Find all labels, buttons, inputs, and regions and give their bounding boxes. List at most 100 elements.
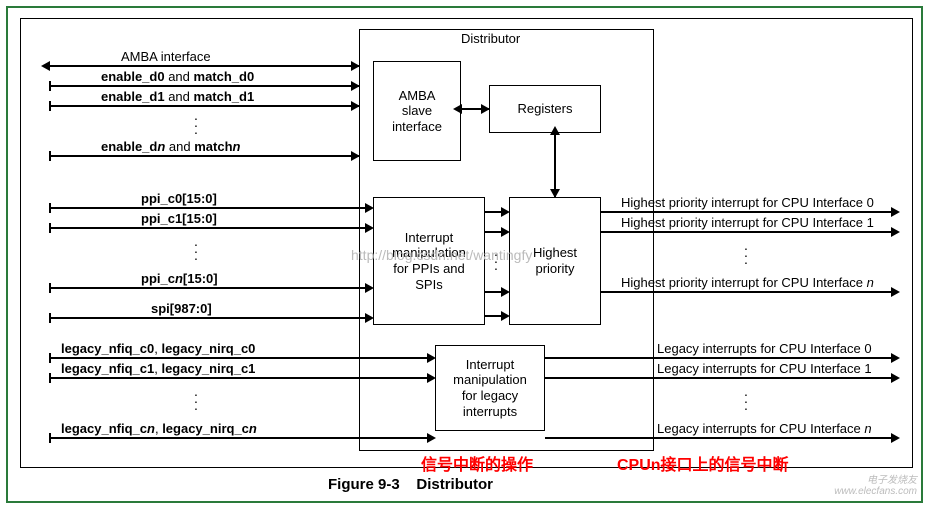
sig-end1-label: enable_d1 and match_d1 <box>101 89 254 104</box>
sig-endn-line <box>49 155 359 157</box>
sig-end1-post: match_d1 <box>194 89 255 104</box>
sig-ppicn-label: ppi_cn[15:0] <box>141 271 218 286</box>
sig-legcn-tick <box>49 433 51 443</box>
sig-endn-n2: n <box>233 139 241 154</box>
sig-hp1-arr-icon <box>891 227 900 237</box>
sig-end1-line <box>49 105 359 107</box>
sig-end0-pre: enable_d0 <box>101 69 165 84</box>
dots-enable: ··· <box>191 115 201 136</box>
sig-legcn-bpre: legacy_nirq_c <box>162 421 249 436</box>
dots-ppi: ··· <box>191 241 201 262</box>
block-im-legacy-label: Interrupt manipulation for legacy interr… <box>453 357 527 419</box>
block-highest-priority: Highest priority <box>509 197 601 325</box>
sig-end1-arr-icon <box>351 101 360 111</box>
sig-lin-n: n <box>864 421 871 436</box>
sig-lin-arr-icon <box>891 433 900 443</box>
block-registers-label: Registers <box>518 101 573 117</box>
sig-endn-post2: match <box>194 139 232 154</box>
sig-end1-pre: enable_d1 <box>101 89 165 104</box>
sig-amba-line <box>49 65 359 67</box>
block-highest-label: Highest priority <box>533 245 577 276</box>
sig-end0-mid: and <box>165 69 194 84</box>
sig-end1-mid: and <box>165 89 194 104</box>
sig-hpn-pre: Highest priority interrupt for CPU Inter… <box>621 275 867 290</box>
sig-amba-arr-l-icon <box>41 61 50 71</box>
sig-end0-tick <box>49 81 51 91</box>
sig-hp1-line <box>601 231 891 233</box>
sig-li0-arr-icon <box>891 353 900 363</box>
sig-hp0-arr-icon <box>891 207 900 217</box>
dots-im-hp: ··· <box>491 251 501 272</box>
sig-legc1-arr-icon <box>427 373 436 383</box>
caption-num: Figure 9-3 <box>328 476 400 493</box>
caption-title: Distributor <box>416 476 493 493</box>
sig-legcn-bn: n <box>249 421 257 436</box>
sig-li1-line <box>545 377 891 379</box>
sig-legc0-b: legacy_nirq_c0 <box>161 341 255 356</box>
brand-logo: 电子发烧友 www.elecfans.com <box>834 475 917 497</box>
sig-ppicn-pre: ppi_c <box>141 271 175 286</box>
sig-endn-pre: enable_d <box>101 139 157 154</box>
arrow-amba-l-icon <box>453 104 462 114</box>
conn-reg-hp <box>554 133 556 197</box>
sig-legc1-a: legacy_nfiq_c1 <box>61 361 154 376</box>
sig-spi-line <box>49 317 365 319</box>
arrow-im-hp-3-icon <box>501 287 510 297</box>
sig-lin-line <box>545 437 891 439</box>
sig-hpn-label: Highest priority interrupt for CPU Inter… <box>621 275 874 290</box>
sig-legc1-b: legacy_nirq_c1 <box>161 361 255 376</box>
block-im-legacy: Interrupt manipulation for legacy interr… <box>435 345 545 431</box>
sig-endn-mid: and <box>165 139 194 154</box>
sig-hp0-line <box>601 211 891 213</box>
sig-hpn-n: n <box>867 275 874 290</box>
sig-legc0-a: legacy_nfiq_c0 <box>61 341 154 356</box>
sig-ppicn-post: [15:0] <box>183 271 218 286</box>
sig-legcn-arr-icon <box>427 433 436 443</box>
sig-hpn-line <box>601 291 891 293</box>
dots-legacy-l: ··· <box>191 391 201 412</box>
dots-li-r: ··· <box>741 391 751 412</box>
sig-endn-label: enable_dn and matchn <box>101 139 240 154</box>
sig-legc1-line <box>49 377 427 379</box>
sig-end0-post: match_d0 <box>194 69 255 84</box>
distributor-title: Distributor <box>461 31 520 46</box>
sig-ppic0-line <box>49 207 365 209</box>
sig-spi-tick <box>49 313 51 323</box>
sig-li1-label: Legacy interrupts for CPU Interface 1 <box>657 361 872 376</box>
sig-legc0-tick <box>49 353 51 363</box>
block-amba-slave: AMBA slave interface <box>373 61 461 161</box>
sig-legcn-apre: legacy_nfiq_c <box>61 421 147 436</box>
sig-end1-tick <box>49 101 51 111</box>
sig-amba-label: AMBA interface <box>121 49 211 64</box>
sig-amba-arr-r-icon <box>351 61 360 71</box>
sig-hp0-label: Highest priority interrupt for CPU Inter… <box>621 195 874 210</box>
sig-ppicn-n: n <box>175 271 183 286</box>
block-im-ppi-spi: Interrupt manipulation for PPIs and SPIs <box>373 197 485 325</box>
sig-spi-arr-icon <box>365 313 374 323</box>
annotation-red-2: CPUn接口上的信号中断 <box>617 451 789 475</box>
sig-endn-arr-icon <box>351 151 360 161</box>
diagram-frame: Distributor AMBA slave interface Registe… <box>20 18 913 468</box>
arrow-reg-u-icon <box>550 126 560 135</box>
sig-ppic1-line <box>49 227 365 229</box>
outer-frame: Distributor AMBA slave interface Registe… <box>6 6 923 503</box>
sig-endn-tick <box>49 151 51 161</box>
sig-lin-pre: Legacy interrupts for CPU Interface <box>657 421 864 436</box>
sig-legcn-label: legacy_nfiq_cn, legacy_nirq_cn <box>61 421 257 436</box>
sig-hp1-label: Highest priority interrupt for CPU Inter… <box>621 215 874 230</box>
sig-end0-arr-icon <box>351 81 360 91</box>
sig-lin-label: Legacy interrupts for CPU Interface n <box>657 421 872 436</box>
arrow-im-hp-4-icon <box>501 311 510 321</box>
sig-ppic1-tick <box>49 223 51 233</box>
sig-legc0-arr-icon <box>427 353 436 363</box>
sig-ppic0-arr-icon <box>365 203 374 213</box>
dots-hp-r: ··· <box>741 245 751 266</box>
block-amba-label: AMBA slave interface <box>392 88 442 135</box>
sig-legc1-label: legacy_nfiq_c1, legacy_nirq_c1 <box>61 361 255 376</box>
sig-end0-line <box>49 85 359 87</box>
sig-ppicn-tick <box>49 283 51 293</box>
arrow-im-hp-2-icon <box>501 227 510 237</box>
annotation-red-1: 信号中断的操作 <box>421 451 533 475</box>
sig-legc1-tick <box>49 373 51 383</box>
sig-ppic0-tick <box>49 203 51 213</box>
